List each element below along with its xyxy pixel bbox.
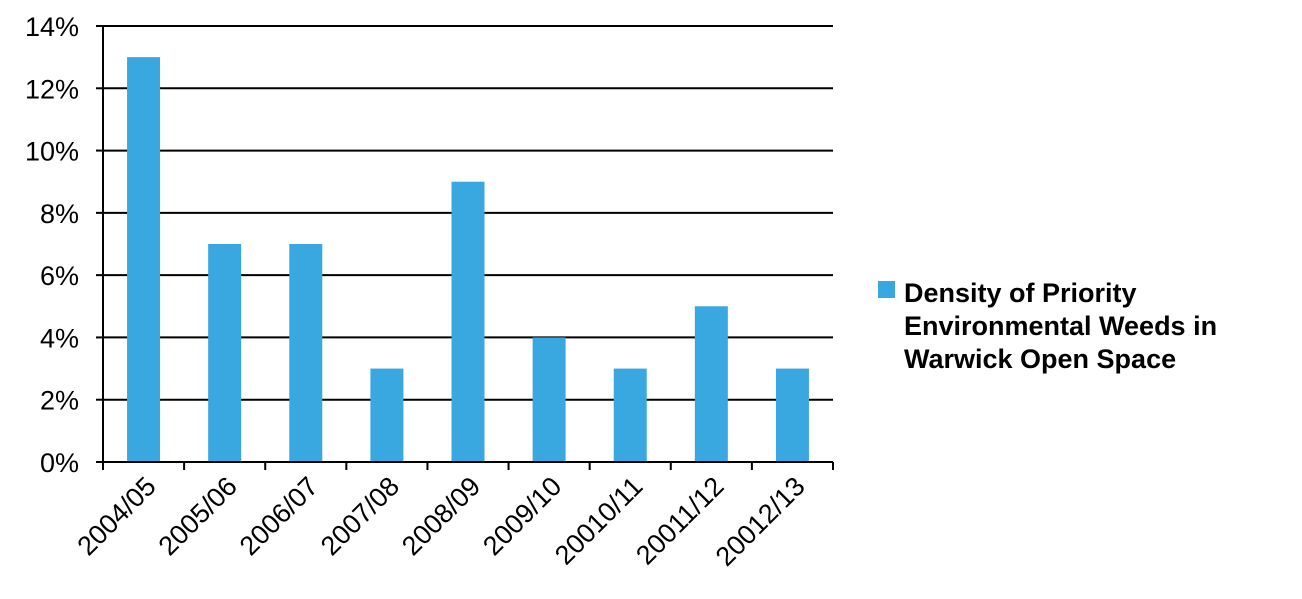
y-tick-label: 14% — [25, 12, 79, 42]
x-tick-labels: 2004/052005/062006/072007/082008/092009/… — [72, 471, 811, 572]
bar — [127, 57, 161, 463]
y-tick-label: 6% — [40, 261, 79, 291]
y-tick-label: 12% — [25, 74, 79, 104]
x-tick-label: 20010/11 — [549, 471, 648, 570]
y-tick-labels: 0% 2% 4% 6% 8% 10% 12% 14% — [25, 12, 79, 478]
x-tick-label: 20012/13 — [710, 471, 811, 572]
bar — [532, 337, 566, 462]
x-tick-label: 2005/06 — [153, 471, 243, 561]
bar — [451, 181, 485, 462]
x-tick-label: 2007/08 — [315, 471, 405, 561]
legend-swatch — [878, 281, 895, 298]
bars — [127, 57, 809, 463]
y-tick-label: 10% — [25, 137, 79, 167]
axes — [96, 25, 834, 470]
bar — [370, 368, 404, 462]
y-tick-label: 4% — [40, 323, 79, 353]
bar — [208, 244, 242, 462]
bar — [613, 368, 647, 462]
x-tick-label: 2008/09 — [396, 471, 486, 561]
x-tick-label: 2006/07 — [234, 471, 324, 561]
y-tick-label: 8% — [40, 199, 79, 229]
bar — [775, 368, 809, 462]
legend-label: Density of Priority Environmental Weeds … — [904, 278, 1218, 374]
y-tick-label: 2% — [40, 386, 79, 416]
bar — [694, 306, 728, 462]
y-tick-label: 0% — [40, 448, 79, 478]
x-tick-label: 2004/05 — [72, 471, 162, 561]
bar — [289, 244, 323, 462]
legend: Density of Priority Environmental Weeds … — [878, 277, 1302, 376]
